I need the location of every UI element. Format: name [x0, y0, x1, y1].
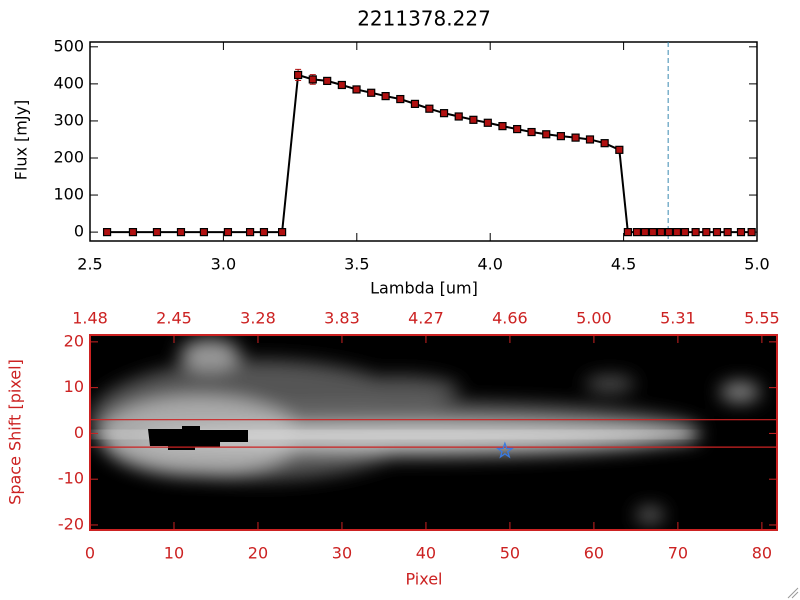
- x-tick-label: 50: [500, 544, 520, 563]
- data-point: [425, 104, 434, 113]
- spectrum-image: [90, 335, 777, 530]
- data-point: [245, 228, 255, 237]
- resize-grip: [787, 587, 799, 599]
- data-point: [648, 228, 658, 237]
- data-point: [381, 92, 390, 101]
- x2-tick-label: 3.83: [324, 309, 360, 328]
- data-point: [454, 112, 463, 121]
- data-point: [199, 228, 209, 237]
- data-point: [527, 127, 536, 137]
- data-point: [277, 228, 287, 237]
- data-point: [352, 85, 361, 94]
- y-tick-label: 100: [53, 185, 84, 204]
- data-point: [483, 118, 492, 127]
- data-point: [223, 228, 233, 237]
- y-tick-label: -20: [58, 514, 84, 533]
- x2-tick-label: 5.00: [576, 309, 612, 328]
- data-point: [664, 228, 674, 237]
- data-point: [672, 228, 682, 237]
- x-tick-label: 0: [85, 544, 95, 563]
- x-tick-label: 40: [416, 544, 436, 563]
- data-point: [469, 115, 478, 124]
- data-point: [542, 130, 551, 139]
- data-point: [439, 109, 449, 118]
- x-axis-label: Lambda [um]: [370, 279, 478, 298]
- data-point: [337, 80, 346, 90]
- y-tick-label: 200: [53, 147, 84, 166]
- y-tick-label: -10: [58, 469, 84, 488]
- chart-title: 2211378.227: [357, 7, 491, 31]
- x-tick-label: 80: [752, 544, 772, 563]
- data-point: [513, 124, 522, 134]
- data-point: [623, 228, 632, 237]
- x2-tick-label: 5.31: [660, 309, 696, 328]
- data-point: [294, 70, 303, 80]
- y-axis-label: Space Shift [pixel]: [6, 359, 25, 505]
- data-point: [702, 228, 711, 237]
- x-tick-label: 3.5: [344, 255, 369, 274]
- plot-frame: [89, 334, 778, 531]
- x-tick-label: 3.0: [211, 255, 236, 274]
- y-tick-label: 300: [53, 110, 84, 129]
- x-tick-label: 2.5: [77, 255, 102, 274]
- data-point: [632, 228, 642, 237]
- x-tick-label: 30: [332, 544, 352, 563]
- data-point: [571, 133, 580, 142]
- data-point: [723, 228, 732, 237]
- data-point: [308, 75, 317, 84]
- data-point: [152, 228, 162, 237]
- data-point: [176, 228, 186, 237]
- data-point: [712, 228, 722, 237]
- data-point: [102, 228, 112, 237]
- data-point: [396, 94, 405, 104]
- x-tick-label: 60: [584, 544, 604, 563]
- data-point: [747, 228, 756, 237]
- data-line: [107, 73, 752, 234]
- data-point: [680, 228, 690, 237]
- data-point: [410, 99, 420, 108]
- x-tick-label: 20: [248, 544, 268, 563]
- y-tick-label: 500: [53, 36, 84, 55]
- x-tick-label: 70: [668, 544, 688, 563]
- source-marker: [495, 441, 514, 459]
- x-tick-label: 10: [164, 544, 184, 563]
- data-point: [600, 139, 609, 148]
- data-point: [556, 132, 566, 141]
- x2-tick-label: 3.28: [240, 309, 276, 328]
- data-point: [585, 135, 595, 144]
- data-point: [323, 76, 332, 86]
- data-point: [128, 228, 138, 237]
- data-point: [691, 228, 700, 237]
- x-tick-label: 5.0: [744, 255, 769, 274]
- y-tick-label: 20: [64, 331, 84, 350]
- x2-tick-label: 1.48: [72, 309, 108, 328]
- x-axis-label: Pixel: [405, 570, 442, 589]
- y-tick-label: 400: [53, 73, 84, 92]
- data-point: [615, 145, 624, 154]
- y-tick-label: 0: [74, 222, 84, 241]
- data-point: [656, 228, 666, 237]
- x2-tick-label: 2.45: [156, 309, 192, 328]
- x-tick-label: 4.5: [611, 255, 636, 274]
- y-tick-label: 10: [64, 377, 84, 396]
- x2-tick-label: 4.27: [408, 309, 444, 328]
- data-point: [736, 228, 746, 237]
- data-point: [259, 228, 269, 237]
- x-tick-label: 4.0: [477, 255, 502, 274]
- y-tick-label: 0: [74, 423, 84, 442]
- x2-tick-label: 4.66: [492, 309, 528, 328]
- y-axis-label: Flux [mJy]: [12, 100, 31, 181]
- x2-tick-label: 5.55: [744, 309, 780, 328]
- data-point: [498, 122, 507, 131]
- data-point: [367, 88, 376, 97]
- plot-frame: [89, 41, 758, 242]
- data-point: [640, 228, 650, 237]
